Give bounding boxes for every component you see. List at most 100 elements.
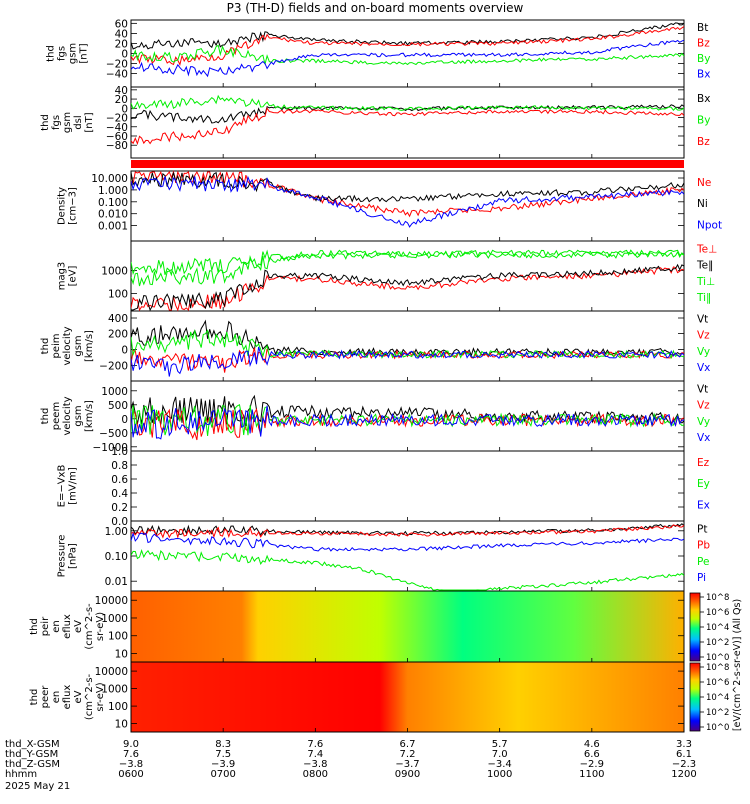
y-axis-label: [cm−3] [68, 187, 79, 225]
series-line-Vt [131, 319, 684, 358]
legend-item: Te‖ [696, 260, 713, 272]
y-axis-label: Density [57, 187, 68, 225]
series-line-Pt [131, 523, 684, 537]
legend-item: Vx [697, 362, 710, 374]
legend-item: Vx [697, 432, 710, 444]
y-tick-label: 0 [121, 49, 128, 61]
legend-item: Vy [697, 416, 710, 428]
series-group-peim [131, 319, 684, 377]
x-row-label: thd_X-GSM [5, 739, 60, 750]
x-axis-value: 4.6 [584, 739, 600, 750]
y-axis-label: sr-eV) [95, 612, 106, 641]
spectrogram-peer [131, 662, 684, 732]
y-axis-label: mag3 [57, 262, 68, 291]
x-axis-value: 7.6 [307, 739, 323, 750]
legend-item: Vt [697, 383, 708, 395]
x-axis-value: 5.7 [492, 739, 508, 750]
x-axis-value: 3.3 [676, 739, 692, 750]
colorbar-tick-label: 10^8 [706, 663, 729, 673]
y-tick-label: −200 [99, 361, 128, 373]
colorbar-label: [eV/(cm^2-s-sr-eV)] (All Qs) [732, 599, 743, 731]
colorbar-tick-label: 10^0 [706, 723, 729, 733]
y-tick-label: 1.0 [111, 446, 128, 458]
series-group-peem [131, 394, 684, 441]
y-axis-label: fgs [51, 115, 62, 130]
series-line-Pi [131, 531, 684, 552]
legend-item: Bx [697, 69, 710, 81]
y-axis-label: peem [51, 402, 62, 430]
legend-item: Ez [697, 457, 710, 469]
series-group-fgs-dsl [131, 94, 684, 146]
y-axis-label: fgs [57, 46, 68, 61]
y-tick-label: 0.2 [111, 502, 128, 514]
y-axis-label: peim [51, 333, 62, 358]
y-axis-label: E=−VxB [57, 465, 68, 508]
legend-item: Bx [697, 93, 710, 105]
legend-item: Pe [697, 556, 709, 568]
panel-frame [130, 19, 685, 88]
y-axis-label: thd [40, 338, 51, 355]
x-axis-value: 0900 [395, 769, 420, 780]
colorbar-1: 10^8 10^6 10^4 10^2 10^0 [689, 592, 729, 663]
y-tick-label: 10.000 [91, 173, 128, 185]
x-axis-value: 6.6 [584, 749, 600, 760]
y-tick-label: 400 [108, 313, 128, 325]
legend-item: Vt [697, 313, 708, 325]
y-axis-label: [mV/m] [68, 467, 79, 505]
y-tick-label: −60 [106, 131, 128, 143]
y-tick-label: 0.100 [98, 197, 128, 209]
y-tick-label: 1000 [101, 613, 128, 625]
plot-title: P3 (TH-D) fields and on-board moments ov… [227, 1, 524, 15]
x-row-label: thd_Y-GSM [5, 749, 58, 760]
x-axis-labels: thd_X-GSM thd_Y-GSM thd_Z-GSM hhmm 2025 … [5, 739, 697, 792]
series-group-temp [131, 249, 684, 312]
y-tick-label: 100 [108, 289, 128, 301]
legend-item: Ey [697, 478, 710, 490]
colorbar-tick-label: 10^4 [706, 623, 729, 633]
colorbar-tick-label: 10^8 [706, 593, 729, 603]
series-line-Vz [131, 347, 684, 373]
x-axis-value: 6.1 [676, 749, 692, 760]
legends-group: Bt Bz By Bx Bx By Bz Ne Ni Npot Te⊥ Te‖ Ti⊥ Ti‖ Vt Vz Vy… [696, 22, 722, 584]
y-tick-label: 0.8 [111, 460, 128, 472]
x-axis-value: 7.4 [307, 749, 323, 760]
y-tick-label: 1.00 [105, 526, 128, 538]
x-axis-value: −3.4 [488, 759, 512, 770]
series-line-Te‖ [131, 263, 684, 312]
y-tick-label: 0 [121, 414, 128, 426]
y-tick-label: 1000 [101, 684, 128, 696]
y-axis-label: [km/s] [84, 400, 95, 432]
panel-frame [130, 380, 685, 452]
y-axis-label: (cm^2-s- [84, 673, 95, 720]
legend-item: Ex [697, 499, 710, 511]
series-line-Bx [131, 39, 684, 78]
legend-item: By [697, 115, 710, 127]
y-axis-label: peir [40, 616, 51, 636]
y-axis-label: eV [73, 690, 84, 703]
y-tick-label: 100 [108, 631, 128, 643]
y-axis-label: sr-eV) [95, 682, 106, 711]
y-tick-label: 40 [115, 85, 128, 97]
x-axis-value: 1200 [671, 769, 696, 780]
legend-item: Ti⊥ [696, 276, 715, 288]
colorbar-2: 10^8 10^6 10^4 10^2 10^0 [689, 662, 729, 733]
panel-peer: 10000 1000 100 10 thd peer en eflux eV (cm^2-s-sr… [29, 661, 685, 733]
x-axis-value: 6.7 [400, 739, 416, 750]
date-label: 2025 May 21 [5, 781, 70, 792]
y-tick-label: 10 [115, 719, 128, 731]
legend-item: Ne [697, 177, 711, 189]
series-line-Ti‖ [131, 251, 684, 287]
y-axis-label: gsm [62, 112, 73, 133]
y-axis-label: gsm [68, 43, 79, 64]
legend-item: Vy [697, 346, 710, 358]
legend-item: Bz [697, 37, 710, 49]
y-axis-label: thd [40, 114, 51, 131]
y-axis-label: en [51, 691, 62, 704]
y-tick-label: 20 [115, 94, 128, 106]
series-line-Vz [131, 407, 684, 441]
x-axis-value: 9.0 [123, 739, 139, 750]
x-axis-value: 0600 [118, 769, 143, 780]
